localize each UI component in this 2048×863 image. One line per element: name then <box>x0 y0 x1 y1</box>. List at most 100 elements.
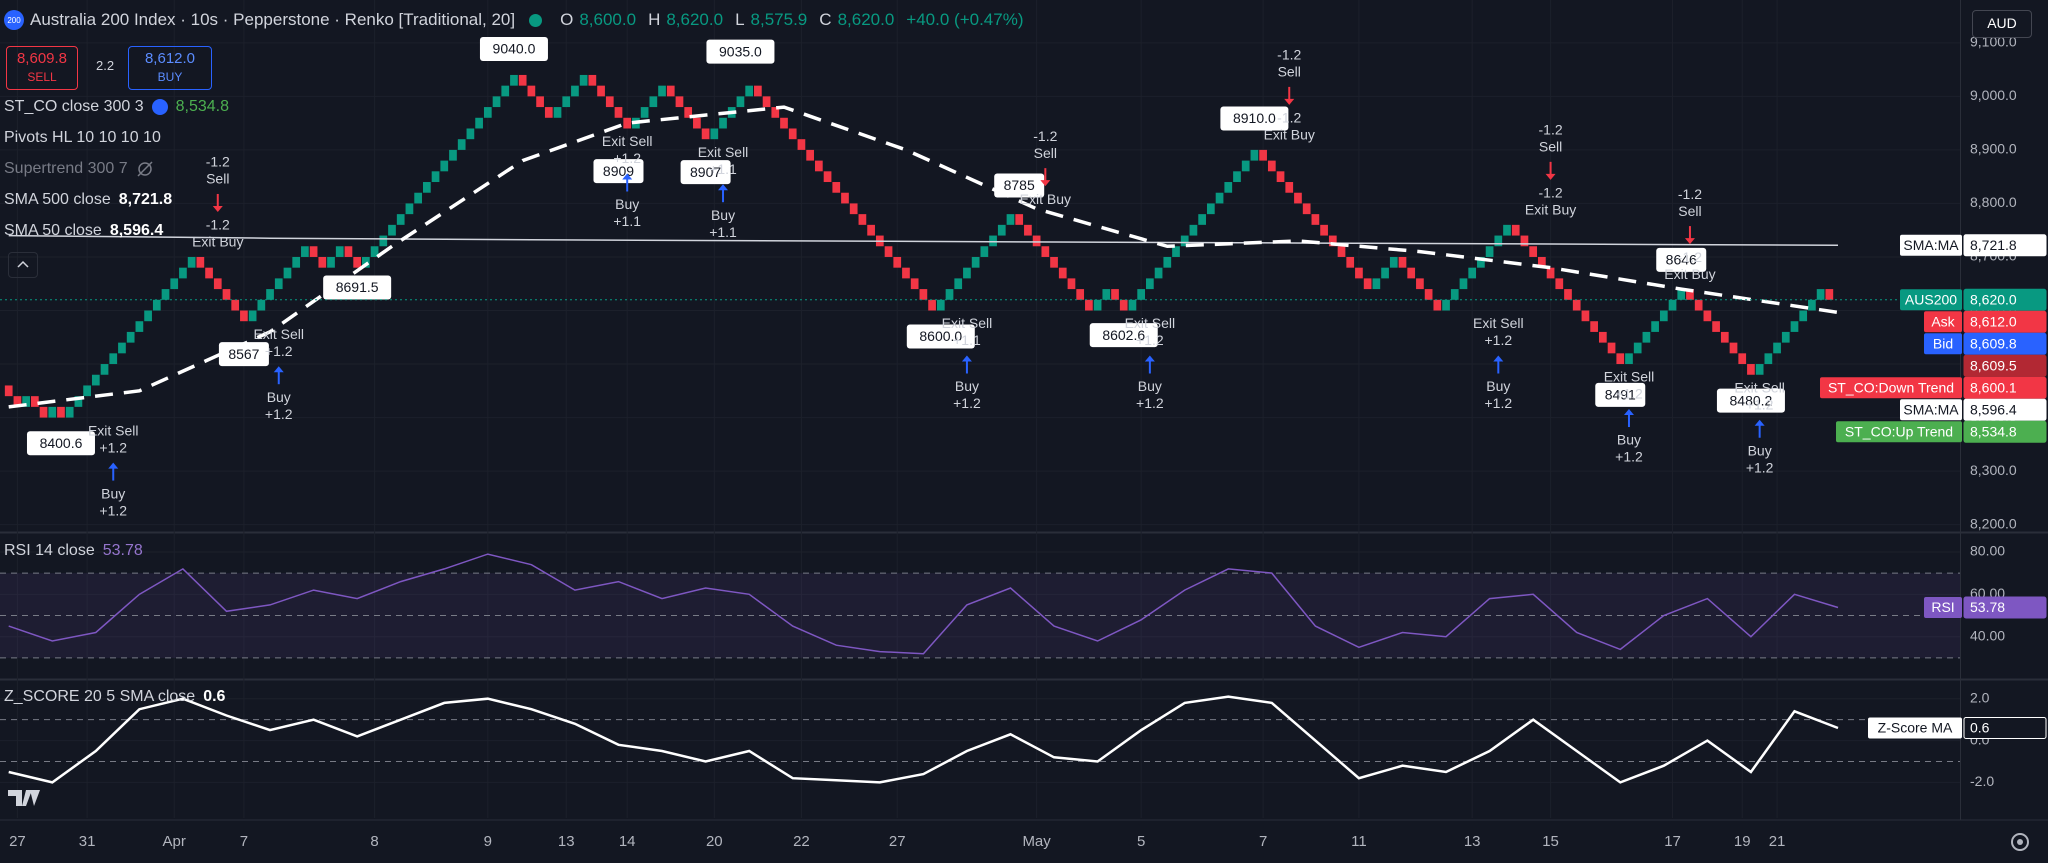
renko-brick <box>841 192 849 204</box>
renko-brick <box>1363 278 1372 290</box>
legend-row: RSI 14 close 53.78 <box>4 542 143 560</box>
renko-brick <box>466 128 475 140</box>
x-tick-label: 13 <box>558 833 575 850</box>
signal-label: +1.1 <box>953 332 981 348</box>
renko-brick <box>597 85 605 97</box>
renko-brick <box>1703 310 1712 322</box>
renko-brick <box>1773 342 1781 354</box>
signal-label: -1.2 <box>1539 122 1563 138</box>
renko-brick <box>1267 160 1276 172</box>
signal-label: +1.1 <box>709 161 737 177</box>
pivot-label: 9035.0 <box>719 43 762 59</box>
signal-label: Exit Sell <box>1125 315 1176 331</box>
renko-brick <box>1799 310 1808 322</box>
rsi-legend-value: 53.78 <box>102 542 143 559</box>
x-tick-label: 8 <box>370 833 378 850</box>
renko-brick <box>649 96 658 108</box>
price-tag-name: RSI <box>1931 599 1954 615</box>
header: 200 Australia 200 Index · 10s · Pepperst… <box>4 10 1024 30</box>
collapse-button[interactable] <box>8 252 38 278</box>
price-tag-name: SMA:MA <box>1903 402 1959 418</box>
price-tag-name-box <box>1924 333 1962 355</box>
signal-label: Sell <box>1034 145 1057 161</box>
price-tag-name-box <box>1924 597 1962 619</box>
renko-brick <box>144 310 152 322</box>
renko-brick <box>353 256 362 268</box>
renko-brick <box>1764 353 1773 365</box>
renko-brick <box>980 246 989 257</box>
price-tag-value-box <box>1963 717 2047 740</box>
renko-brick <box>492 96 501 108</box>
signal-arrow-head <box>1754 419 1765 426</box>
signal-label: -1.2 <box>1539 185 1563 201</box>
renko-brick <box>109 353 118 365</box>
sell-button[interactable]: 8,609.8 SELL <box>6 46 78 90</box>
renko-brick <box>754 85 762 97</box>
renko-brick <box>989 235 997 247</box>
signal-arrow-head <box>273 366 284 373</box>
signal-label: +1.1 <box>613 213 641 229</box>
price-tag-name-box <box>1820 377 1962 399</box>
signal-label: Buy <box>1748 442 1772 458</box>
renko-brick <box>849 203 858 215</box>
signal-label: Exit Sell <box>1604 369 1655 385</box>
signal-label: Exit Buy <box>1020 191 1071 207</box>
x-tick-label: 22 <box>793 833 810 850</box>
price-tag-value-box <box>1963 310 2047 333</box>
price-tag-value: 8,721.8 <box>1970 237 2017 253</box>
y-tick-label: 8,200.0 <box>1970 515 2017 531</box>
signal-label: Buy <box>101 485 125 501</box>
renko-brick <box>780 117 788 129</box>
pivot-label: 8480.2 <box>1730 392 1773 408</box>
price-tag-name-box <box>1868 717 1962 739</box>
renko-brick <box>1302 203 1311 215</box>
signal-label: -1.2 <box>1033 128 1057 144</box>
ohlc-value: 8,620.0 <box>666 10 724 29</box>
renko-brick <box>1311 214 1320 225</box>
renko-brick <box>318 256 327 268</box>
buy-price: 8,612.0 <box>144 50 196 67</box>
renko-brick <box>971 256 980 268</box>
sma-line-dashed <box>8 105 1839 409</box>
price-tag-value-box <box>1963 354 2047 377</box>
renko-brick <box>919 289 928 300</box>
currency-button[interactable]: AUD <box>1972 10 2032 38</box>
renko-brick <box>4 385 13 397</box>
buy-button[interactable]: 8,612.0 BUY <box>128 46 212 90</box>
renko-brick <box>858 214 867 225</box>
signal-arrow-head <box>1545 173 1556 180</box>
renko-brick <box>1659 310 1668 322</box>
renko-brick <box>1041 246 1050 257</box>
renko-brick <box>510 74 518 86</box>
renko-brick <box>1128 299 1137 311</box>
renko-brick <box>1320 224 1328 236</box>
hidden-icon[interactable] <box>136 161 154 177</box>
price-tag-name: SMA:MA <box>1903 237 1959 253</box>
price-tag-value-box <box>1963 376 2047 399</box>
renko-brick <box>1616 353 1625 365</box>
pivot-label: 8602.6 <box>1102 327 1145 343</box>
renko-brick <box>1581 310 1590 322</box>
pivot-label: 8691.5 <box>336 279 379 295</box>
ohlc-value: 8,600.0 <box>579 10 637 29</box>
renko-brick <box>370 246 379 257</box>
legend-name: SMA 50 close <box>4 222 102 239</box>
pivot-box <box>1220 106 1289 131</box>
legend-value: 8,721.8 <box>118 191 173 208</box>
renko-brick <box>240 310 248 322</box>
renko-brick <box>936 299 945 311</box>
signal-label: Exit Sell <box>1473 315 1524 331</box>
sma-line <box>8 234 1839 247</box>
renko-brick <box>22 396 30 407</box>
renko-brick <box>527 85 536 97</box>
renko-brick <box>1485 246 1494 257</box>
signal-label: -1.2 <box>1277 47 1301 63</box>
signal-arrow-head <box>1040 180 1051 187</box>
price-tag-value: 8,596.4 <box>1970 402 2017 418</box>
pivot-box <box>323 275 392 300</box>
y-tick-label: 80.00 <box>1970 543 2005 559</box>
renko-brick <box>1459 278 1468 290</box>
price-tag-value-box <box>1963 420 2047 443</box>
pivot-box <box>1716 388 1785 413</box>
